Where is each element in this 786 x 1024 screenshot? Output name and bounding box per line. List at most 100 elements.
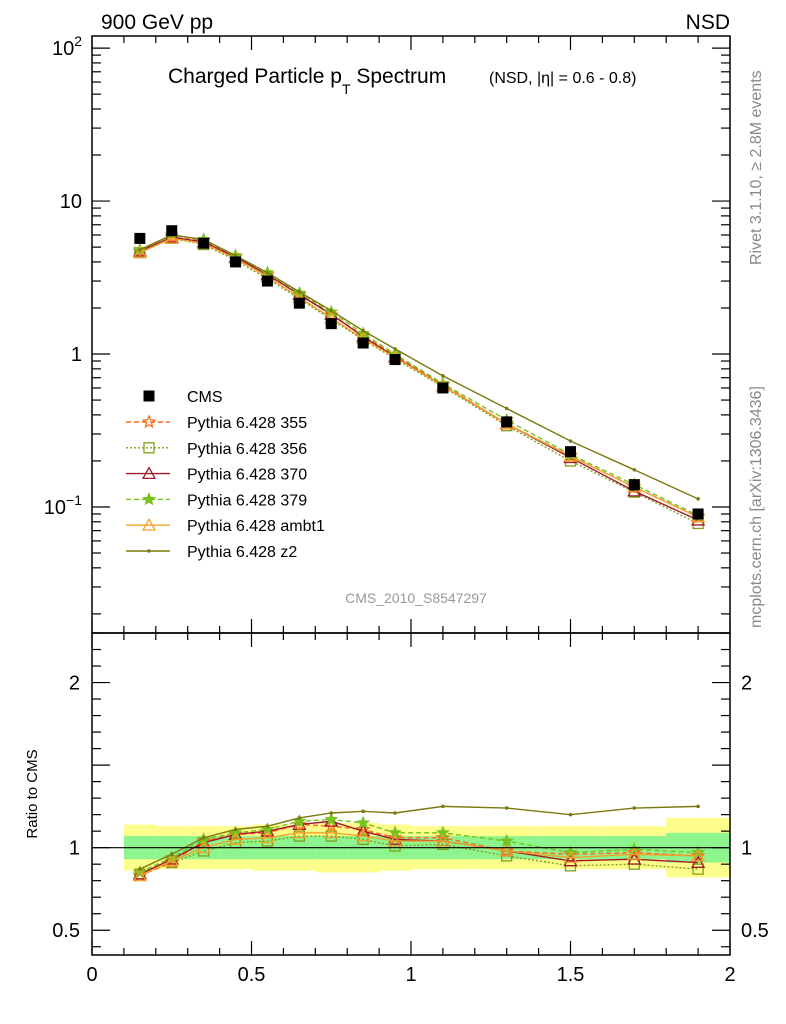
main-series-group <box>134 232 704 530</box>
ratio-series-line <box>139 820 699 875</box>
data-point <box>293 297 305 309</box>
series-marker <box>356 815 371 829</box>
series-marker <box>329 811 334 815</box>
data-point <box>389 354 401 366</box>
series-marker <box>690 855 706 868</box>
legend-entry: Pythia 6.428 ambt1 <box>126 517 325 535</box>
series-marker <box>692 863 704 875</box>
series-marker <box>356 828 371 842</box>
series-marker <box>393 811 397 815</box>
analysis-label: CMS_2010_S8547297 <box>345 590 487 606</box>
series-marker <box>627 483 642 497</box>
series-marker <box>142 492 156 506</box>
series-marker <box>260 830 275 844</box>
series-marker <box>324 812 339 826</box>
legend-label: Pythia 6.428 ambt1 <box>187 518 325 535</box>
series-marker <box>361 328 365 333</box>
series-marker <box>147 549 151 553</box>
series-marker <box>138 867 142 871</box>
ratio-y-tick-label-left: 0.5 <box>52 920 80 942</box>
series-marker <box>632 806 637 810</box>
legend-entry-cms: CMS <box>143 389 223 406</box>
series-marker <box>690 848 706 862</box>
data-point <box>692 508 704 520</box>
ratio-y-tick-label-right: 1 <box>741 838 752 860</box>
legend: CMS Pythia 6.428 355 Pythia 6.428 356 Pythi… <box>126 389 325 561</box>
series-marker <box>387 833 403 847</box>
series-marker <box>632 468 637 472</box>
series-marker <box>329 308 334 313</box>
series-marker <box>504 406 509 411</box>
legend-entry: Pythia 6.428 z2 <box>126 544 297 561</box>
legend-entry: Pythia 6.428 355 <box>126 414 307 432</box>
x-tick-label: 1.5 <box>557 964 585 986</box>
series-marker <box>563 853 578 867</box>
series-marker <box>297 290 302 294</box>
series-marker <box>265 824 270 828</box>
series-marker <box>441 804 445 809</box>
data-point <box>325 318 337 330</box>
mcplots-reference-label: mcplots.cern.ch [arXiv:1306.3436] <box>748 386 765 628</box>
series-marker <box>132 868 147 882</box>
y-tick-label: 10−1 <box>44 492 82 519</box>
legend-label: Pythia 6.428 355 <box>187 415 307 432</box>
legend-label: Pythia 6.428 370 <box>187 467 307 484</box>
series-marker <box>441 374 445 378</box>
series-marker <box>568 439 573 443</box>
data-point <box>261 275 273 287</box>
series-marker <box>141 517 157 531</box>
series-marker <box>324 825 339 839</box>
title-detail: (NSD, |η| = 0.6 - 0.8) <box>489 70 636 87</box>
data-point <box>628 479 640 491</box>
data-point <box>134 232 146 244</box>
legend-marker <box>143 390 155 402</box>
data-points <box>134 225 704 520</box>
series-marker <box>164 231 179 244</box>
series-marker <box>297 816 302 820</box>
axes: 0 0.5 1 1.5 2 10−1 1 10 102 0.5 0.5 1 1 2 2 <box>44 33 769 986</box>
series-marker <box>696 497 700 501</box>
x-tick-label: 0 <box>86 964 97 986</box>
series-marker <box>141 414 157 429</box>
ratio-series-line <box>139 818 699 874</box>
series-marker <box>169 852 174 857</box>
legend-label: CMS <box>187 389 223 406</box>
ratio-y-tick-label-right: 2 <box>741 673 752 695</box>
legend-label: Pythia 6.428 356 <box>187 441 307 458</box>
y-tick-label: 1 <box>71 344 82 366</box>
series-marker <box>690 848 706 863</box>
series-marker <box>355 821 371 836</box>
x-tick-label: 1 <box>405 964 416 986</box>
main-plot-series <box>132 225 706 530</box>
x-tick-label: 2 <box>724 964 735 986</box>
series-marker <box>563 850 578 864</box>
y-tick-label: 102 <box>52 33 82 60</box>
series-marker <box>233 827 238 832</box>
title-main: Charged Particle pT Spectrum <box>168 65 446 97</box>
data-point <box>501 416 513 428</box>
series-marker <box>265 270 270 275</box>
data-point <box>230 256 242 268</box>
series-marker <box>627 846 642 860</box>
legend-entry: Pythia 6.428 356 <box>126 441 307 458</box>
series-marker <box>201 835 206 840</box>
series-marker <box>292 825 307 839</box>
chart-title: Charged Particle pT Spectrum (NSD, |η| =… <box>168 65 636 97</box>
x-tick-label: 0.5 <box>238 964 266 986</box>
data-point <box>565 446 576 458</box>
ratio-series-line <box>139 823 699 877</box>
series-marker <box>228 832 243 845</box>
series-marker <box>696 804 700 809</box>
ratio-y-tick-label-right: 0.5 <box>741 920 769 942</box>
main-series-line <box>139 234 699 500</box>
ratio-series-line <box>139 805 699 870</box>
rivet-version-label: Rivet 3.1.10, ≥ 2.8M events <box>748 70 765 265</box>
legend-entry: Pythia 6.428 379 <box>126 492 307 509</box>
series-marker <box>164 853 179 867</box>
ratio-series-group <box>138 804 700 871</box>
series-marker <box>387 832 403 845</box>
series-marker <box>504 806 509 810</box>
ratio-y-tick-label-left: 1 <box>69 838 80 860</box>
series-marker <box>393 347 397 351</box>
